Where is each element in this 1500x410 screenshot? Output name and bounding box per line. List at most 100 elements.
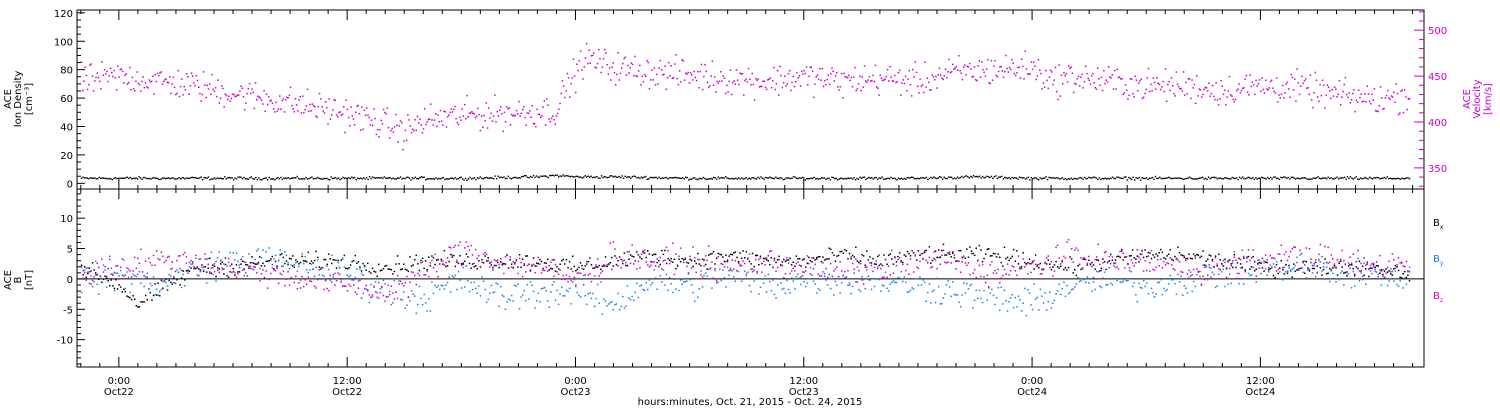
point-bx xyxy=(317,256,319,259)
point-bx xyxy=(1136,255,1139,257)
point-bz xyxy=(1338,261,1340,263)
point-by xyxy=(1257,259,1259,262)
point-bx xyxy=(715,257,718,260)
point-velocity xyxy=(1321,79,1324,81)
point-velocity xyxy=(1084,65,1087,67)
point-velocity xyxy=(664,65,666,67)
point-by xyxy=(1136,301,1139,303)
point-by xyxy=(914,278,916,280)
point-velocity xyxy=(593,52,595,54)
point-bz xyxy=(800,276,802,278)
point-ion-density xyxy=(1234,177,1236,180)
point-velocity xyxy=(1127,98,1129,100)
point-ion-density xyxy=(312,178,315,180)
point-velocity xyxy=(143,86,146,89)
point-by xyxy=(1321,270,1323,272)
point-velocity xyxy=(1083,81,1086,83)
point-by xyxy=(1288,267,1290,269)
point-velocity xyxy=(471,111,473,113)
point-bx xyxy=(367,262,369,265)
point-bx xyxy=(1138,261,1140,263)
point-bx xyxy=(1022,252,1024,254)
point-bx xyxy=(1186,257,1189,260)
point-bz xyxy=(1022,258,1024,260)
point-velocity xyxy=(678,70,681,72)
point-by xyxy=(449,291,452,293)
point-bx xyxy=(706,268,708,270)
point-velocity xyxy=(455,117,457,120)
point-bz xyxy=(983,276,985,278)
point-ion-density xyxy=(1240,177,1242,180)
point-bx xyxy=(1374,266,1376,268)
point-bx xyxy=(1239,263,1242,265)
point-by xyxy=(1036,296,1038,299)
point-bz xyxy=(1268,266,1270,269)
point-bx xyxy=(1122,259,1124,261)
point-velocity xyxy=(1064,74,1066,77)
point-ion-density xyxy=(358,178,360,180)
point-ion-density xyxy=(1061,177,1063,179)
point-bx xyxy=(1341,266,1343,268)
point-ion-density xyxy=(846,178,848,180)
point-by xyxy=(1022,302,1024,304)
time-tick-label: 0:00 xyxy=(108,376,130,387)
point-bx xyxy=(928,246,931,248)
point-bz xyxy=(312,268,314,271)
point-by xyxy=(825,279,827,281)
point-bx xyxy=(1291,276,1293,278)
point-bx xyxy=(1061,260,1063,263)
point-ion-density xyxy=(1289,178,1291,180)
point-velocity xyxy=(994,60,996,62)
point-by xyxy=(612,308,615,311)
point-bx xyxy=(273,268,275,270)
point-velocity xyxy=(1289,96,1291,98)
point-bx xyxy=(443,249,446,252)
point-velocity xyxy=(409,125,411,127)
point-by xyxy=(1153,296,1156,298)
point-ion-density xyxy=(333,177,335,179)
point-velocity xyxy=(1184,94,1186,96)
point-bx xyxy=(343,254,346,257)
point-velocity xyxy=(1151,90,1153,92)
point-velocity xyxy=(82,89,84,92)
point-bx xyxy=(349,264,352,266)
point-ion-density xyxy=(380,176,383,179)
point-ion-density xyxy=(721,177,724,179)
point-velocity xyxy=(932,76,935,78)
point-by xyxy=(109,255,111,257)
point-bx xyxy=(562,258,565,261)
point-velocity xyxy=(546,98,548,100)
point-ion-density xyxy=(543,175,545,177)
point-ion-density xyxy=(832,177,835,179)
point-velocity xyxy=(781,86,784,89)
point-bx xyxy=(687,262,690,264)
point-by xyxy=(1081,268,1084,270)
point-velocity xyxy=(1344,76,1347,79)
point-bx xyxy=(130,298,133,301)
point-by xyxy=(881,284,884,286)
point-by xyxy=(717,281,719,283)
point-by xyxy=(651,281,654,284)
point-bz xyxy=(1094,258,1096,261)
point-velocity xyxy=(564,96,566,99)
point-ion-density xyxy=(1175,177,1177,179)
point-by xyxy=(798,277,801,279)
point-ion-density xyxy=(1336,176,1338,178)
point-by xyxy=(540,288,543,290)
point-velocity xyxy=(1329,90,1331,92)
point-bx xyxy=(1019,267,1021,270)
point-velocity xyxy=(587,62,589,65)
point-bx xyxy=(578,266,580,269)
point-by xyxy=(306,269,308,271)
point-ion-density xyxy=(939,176,941,178)
point-bz xyxy=(668,262,671,265)
point-ion-density xyxy=(738,177,740,179)
point-bz xyxy=(756,270,758,273)
point-ion-density xyxy=(1120,177,1123,179)
point-by xyxy=(922,279,924,281)
point-by xyxy=(231,271,233,274)
point-ion-density xyxy=(596,175,598,178)
point-by xyxy=(1385,277,1387,280)
point-bx xyxy=(1131,249,1134,251)
